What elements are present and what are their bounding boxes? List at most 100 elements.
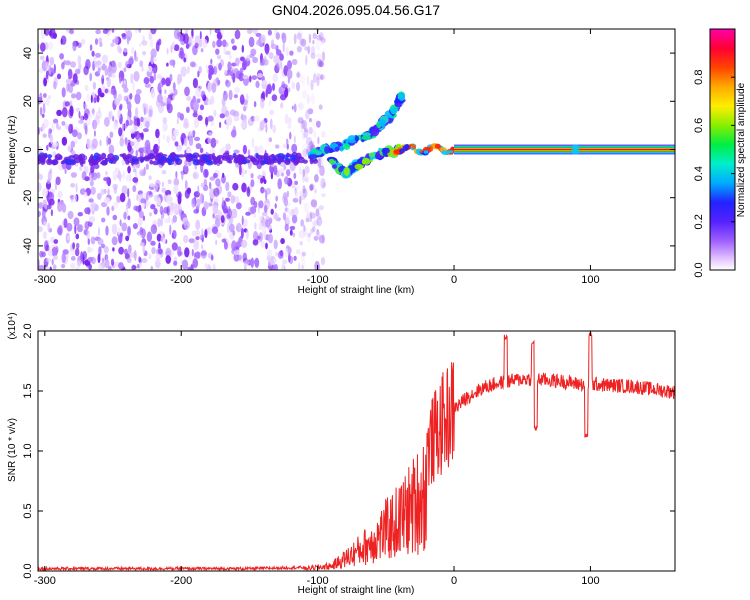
noise-blob bbox=[143, 128, 149, 133]
noise-blob bbox=[169, 201, 174, 213]
noise-blob bbox=[266, 187, 271, 195]
noise-blob bbox=[263, 204, 268, 213]
noise-blob bbox=[263, 231, 267, 241]
noise-blob bbox=[299, 190, 303, 197]
noise-blob bbox=[132, 223, 138, 230]
noise-blob bbox=[228, 205, 231, 216]
noise-blob bbox=[284, 113, 289, 125]
noise-band-blob bbox=[252, 158, 260, 166]
noise-blob bbox=[68, 83, 74, 94]
noise-blob bbox=[306, 211, 313, 221]
noise-blob bbox=[50, 209, 54, 217]
noise-blob bbox=[229, 223, 235, 233]
noise-blob bbox=[277, 178, 283, 190]
noise-blob bbox=[254, 145, 258, 153]
noise-blob bbox=[90, 94, 93, 104]
noise-blob bbox=[131, 264, 136, 270]
noise-blob bbox=[177, 204, 182, 214]
noise-blob bbox=[59, 53, 64, 60]
noise-blob bbox=[235, 57, 240, 67]
noise-blob bbox=[150, 224, 158, 235]
noise-blob bbox=[156, 233, 162, 242]
noise-blob bbox=[121, 83, 128, 89]
noise-blob bbox=[41, 208, 46, 219]
noise-blob bbox=[311, 117, 318, 128]
noise-blob bbox=[268, 52, 274, 60]
noise-blob bbox=[302, 257, 306, 268]
noise-blob bbox=[225, 181, 230, 192]
noise-blob bbox=[45, 61, 50, 70]
noise-blob bbox=[272, 73, 278, 83]
noise-blob bbox=[135, 107, 139, 118]
noise-blob bbox=[318, 205, 324, 211]
noise-blob bbox=[258, 215, 264, 222]
noise-band-blob bbox=[205, 159, 214, 166]
noise-blob bbox=[312, 130, 317, 139]
noise-blob bbox=[129, 93, 133, 100]
noise-blob bbox=[184, 86, 190, 97]
noise-blob bbox=[230, 195, 236, 204]
noise-blob bbox=[87, 246, 91, 254]
branch-blob bbox=[328, 158, 335, 164]
snr-panel: -300 -200 -100 0 100 0.0 0.5 1.0 1.5 2.0 Height … bbox=[7, 312, 676, 596]
noise-blob bbox=[83, 65, 89, 76]
noise-band-blob bbox=[244, 156, 248, 160]
noise-blob bbox=[104, 117, 110, 127]
noise-blob bbox=[56, 73, 62, 80]
noise-blob bbox=[281, 172, 284, 177]
noise-blob bbox=[296, 45, 302, 53]
noise-blob bbox=[155, 253, 162, 260]
noise-blob bbox=[204, 263, 209, 269]
noise-blob bbox=[48, 200, 52, 206]
noise-blob bbox=[310, 93, 316, 105]
noise-blob bbox=[296, 72, 301, 78]
noise-blob bbox=[104, 65, 108, 77]
noise-blob bbox=[280, 102, 284, 109]
snr-y-label: SNR (10 * v/v) bbox=[7, 418, 18, 482]
noise-blob bbox=[260, 241, 266, 248]
noise-blob bbox=[172, 215, 177, 223]
noise-band-blob bbox=[101, 152, 107, 160]
noise-blob bbox=[272, 213, 280, 221]
noise-blob bbox=[219, 121, 222, 129]
x-tick-label: 100 bbox=[581, 274, 599, 286]
noise-blob bbox=[203, 200, 209, 211]
noise-blob bbox=[57, 224, 63, 236]
noise-blob bbox=[157, 218, 161, 228]
noise-blob bbox=[106, 76, 109, 81]
noise-blob bbox=[178, 251, 183, 256]
noise-blob bbox=[273, 165, 278, 176]
noise-blob bbox=[122, 123, 124, 132]
noise-blob bbox=[231, 208, 238, 219]
noise-blob bbox=[293, 33, 297, 45]
noise-band-blob bbox=[188, 154, 197, 158]
noise-blob bbox=[305, 217, 310, 223]
noise-blob bbox=[112, 183, 118, 190]
noise-blob bbox=[195, 219, 201, 230]
noise-blob bbox=[285, 46, 289, 57]
noise-blob bbox=[150, 265, 154, 270]
noise-blob bbox=[64, 101, 70, 107]
noise-blob bbox=[166, 97, 172, 105]
noise-blob bbox=[138, 210, 144, 219]
noise-blob bbox=[316, 165, 320, 176]
noise-blob bbox=[221, 174, 226, 184]
noise-blob bbox=[226, 222, 230, 234]
noise-blob bbox=[201, 244, 203, 250]
noise-blob bbox=[293, 255, 297, 261]
noise-blob bbox=[128, 57, 134, 66]
noise-blob bbox=[281, 263, 285, 270]
noise-blob bbox=[250, 206, 257, 215]
noise-blob bbox=[236, 202, 242, 210]
noise-blob bbox=[226, 115, 233, 127]
noise-blob bbox=[295, 249, 301, 255]
noise-blob bbox=[127, 101, 132, 112]
y-tick-label: 40 bbox=[22, 47, 34, 59]
noise-blob bbox=[187, 147, 192, 154]
branch-blob bbox=[310, 148, 319, 153]
noise-blob bbox=[221, 196, 224, 207]
noise-blob bbox=[293, 103, 297, 113]
noise-blob bbox=[197, 185, 200, 197]
noise-blob bbox=[155, 257, 161, 269]
noise-blob bbox=[42, 133, 47, 138]
